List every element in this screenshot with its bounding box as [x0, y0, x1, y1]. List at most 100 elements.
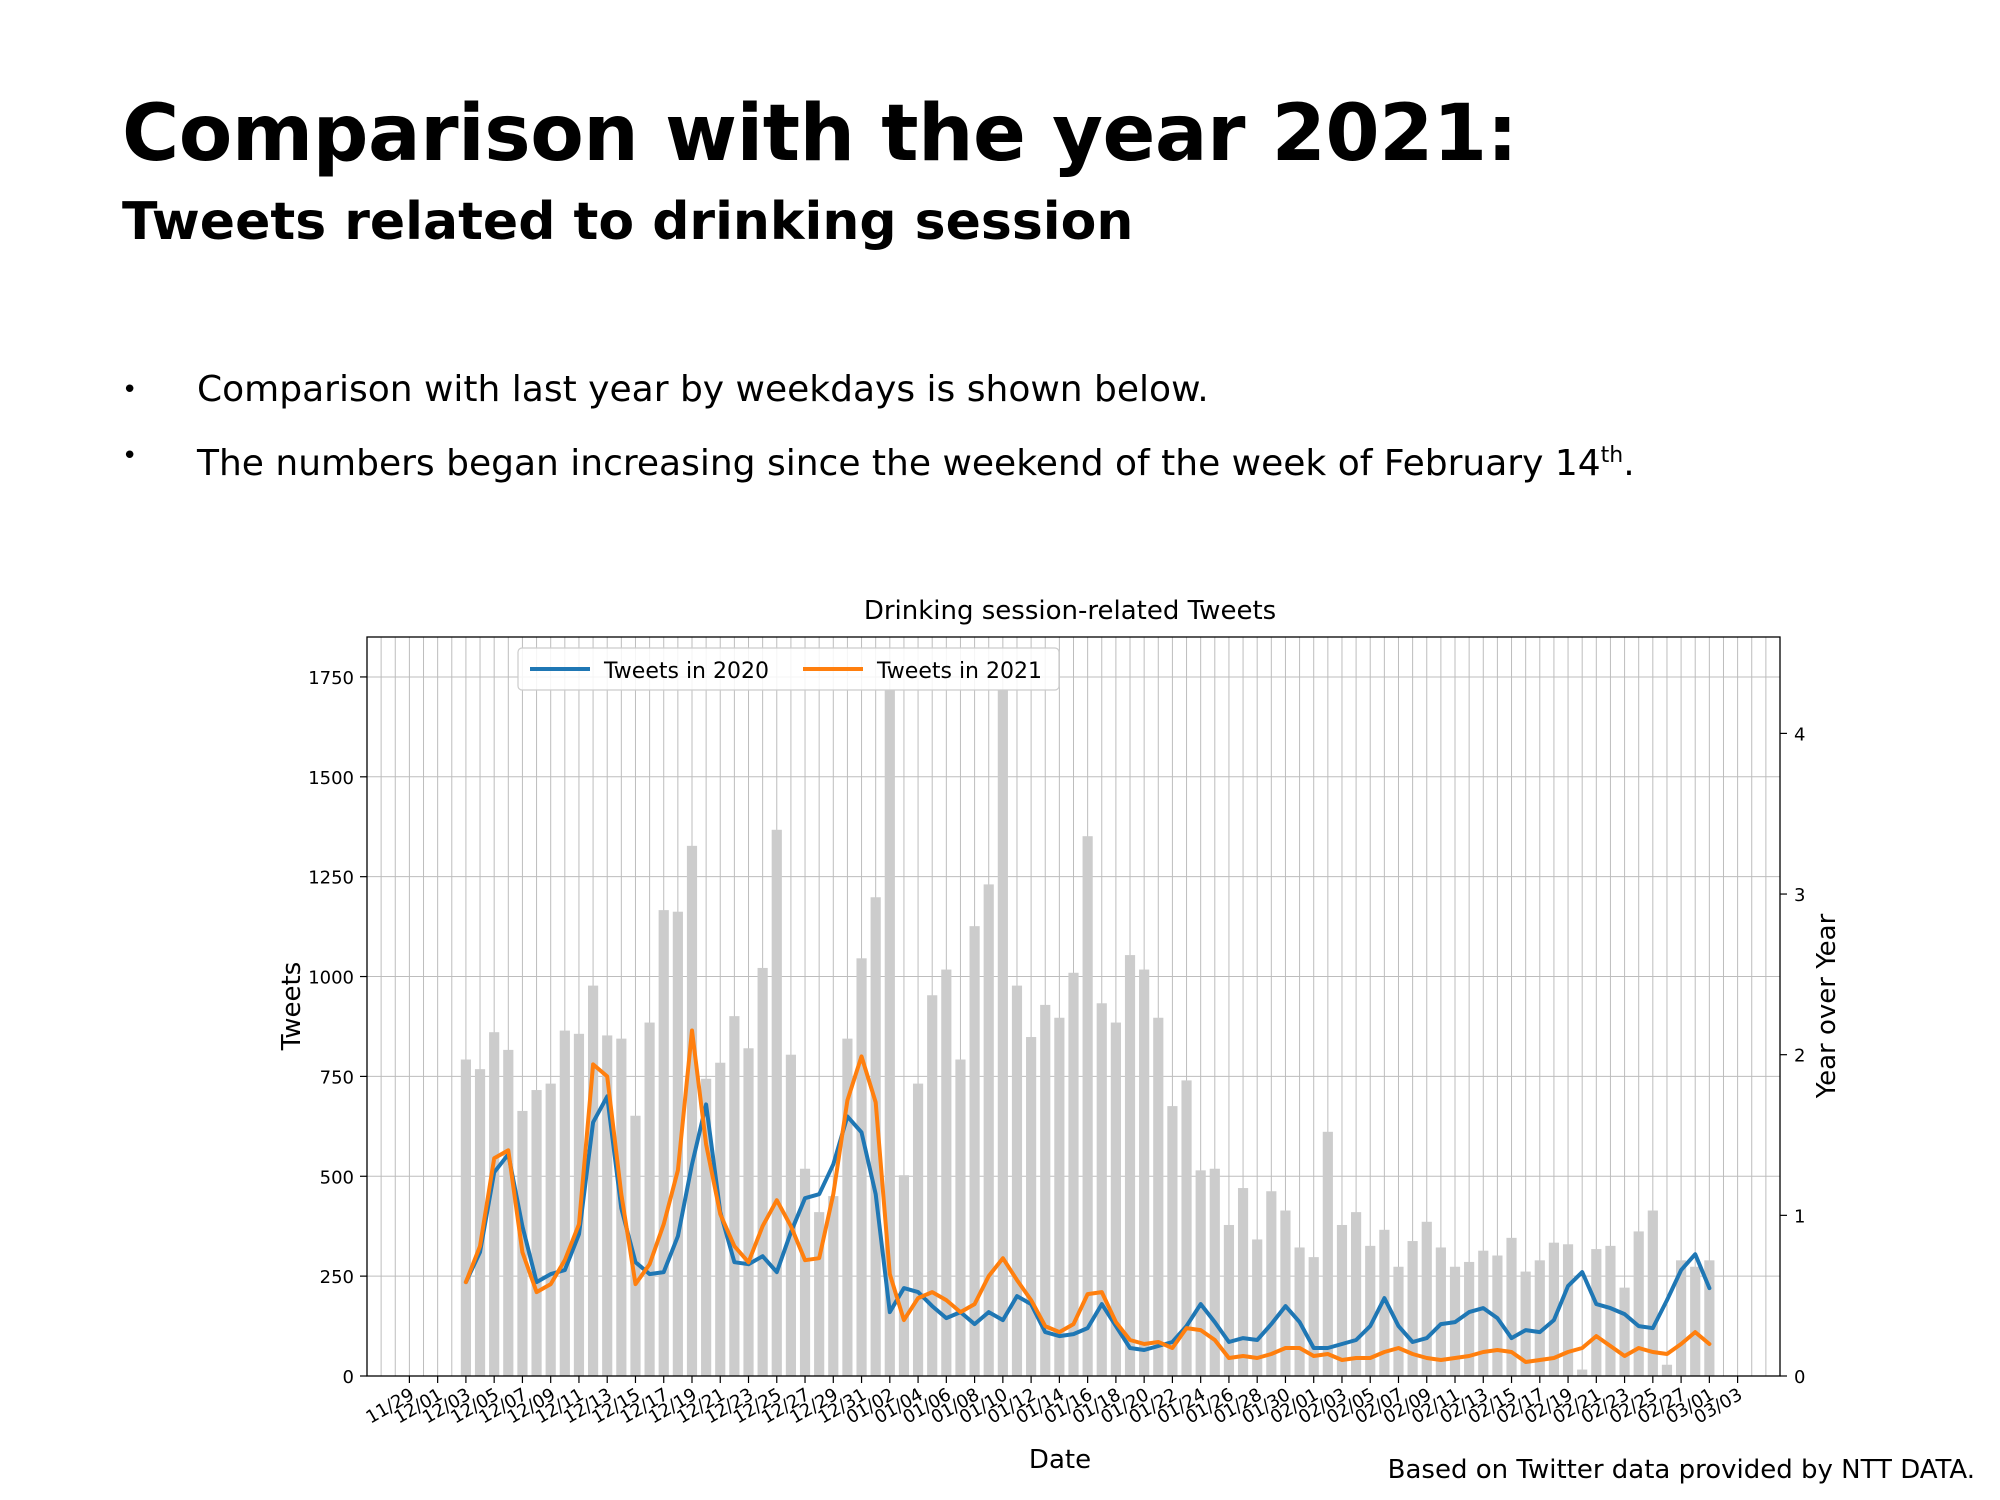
- plot-frame: [366, 636, 1781, 1377]
- yoy-bar: [1082, 836, 1093, 1376]
- yoy-bar: [1661, 1364, 1673, 1376]
- y2-axis-label: Year over Year: [1812, 913, 1842, 1099]
- yoy-bar: [1167, 1106, 1178, 1376]
- yoy-bar: [686, 845, 698, 1376]
- yoy-bar: [828, 1196, 839, 1376]
- bullet-list: • Comparison with last year by weekdays …: [122, 365, 1635, 497]
- yoy-bar: [1011, 985, 1023, 1376]
- yoy-bar: [870, 897, 881, 1376]
- y-tick-label: 250: [320, 1267, 354, 1288]
- slide-subtitle: Tweets related to drinking session: [122, 192, 1134, 252]
- legend-label-2020: Tweets in 2020: [603, 659, 769, 684]
- yoy-bar: [559, 1030, 570, 1376]
- bullet-dot-icon: •: [122, 375, 138, 405]
- bullet-superscript: th: [1600, 443, 1624, 468]
- yoy-bar: [1704, 1260, 1715, 1376]
- x-axis-label: Date: [1029, 1445, 1091, 1475]
- yoy-bar: [1562, 1244, 1574, 1376]
- yoy-bar: [771, 829, 782, 1376]
- yoy-bar: [1110, 1022, 1121, 1376]
- yoy-bar: [1322, 1131, 1333, 1376]
- yoy-bar: [1068, 972, 1079, 1376]
- yoy-bar: [785, 1054, 796, 1376]
- yoy-bar: [1435, 1247, 1446, 1376]
- yoy-bar: [531, 1090, 542, 1376]
- y-axis-label: Tweets: [277, 962, 307, 1052]
- series-lines: [463, 1028, 1712, 1364]
- yoy-bar: [814, 1212, 825, 1376]
- yoy-bar: [1407, 1241, 1418, 1376]
- yoy-bar: [1124, 955, 1136, 1376]
- yoy-bar: [955, 1059, 966, 1376]
- series-line-2021: [463, 1028, 1712, 1364]
- yoy-bar: [1351, 1212, 1362, 1376]
- yoy-bar: [1096, 1003, 1107, 1376]
- yoy-bar: [1153, 1017, 1164, 1376]
- y-axis-right: 0 1 2 3 4: [1780, 724, 1805, 1388]
- yoy-bar: [1591, 1249, 1602, 1376]
- yoy-bar: [969, 926, 980, 1376]
- legend-box: [517, 647, 1060, 691]
- bullet-dot-icon: •: [122, 441, 138, 471]
- yoy-bar: [1252, 1239, 1263, 1376]
- yoy-bar: [1308, 1257, 1319, 1376]
- yoy-bar: [1548, 1242, 1560, 1376]
- yoy-bar: [884, 690, 895, 1376]
- yoy-bar: [503, 1049, 514, 1376]
- yoy-bar: [927, 995, 938, 1376]
- yoy-bar: [856, 958, 867, 1376]
- yoy-bar: [1237, 1188, 1249, 1376]
- yoy-bar: [587, 985, 599, 1376]
- yoy-bar: [1605, 1245, 1616, 1376]
- chart-legend: Tweets in 2020 Tweets in 2021: [517, 647, 1060, 691]
- yoy-bar: [644, 1022, 655, 1376]
- yoy-bar: [1209, 1168, 1220, 1376]
- yoy-bar: [1690, 1266, 1701, 1376]
- yoy-bar: [1520, 1271, 1531, 1376]
- yoy-bar: [672, 911, 683, 1376]
- bullet-item: • Comparison with last year by weekdays …: [122, 365, 1635, 431]
- yoy-bar: [1393, 1266, 1404, 1376]
- slide-title: Comparison with the year 2021:: [122, 89, 1518, 179]
- y2-tick-label: 0: [1794, 1367, 1805, 1388]
- yoy-bar: [912, 1083, 924, 1376]
- yoy-bar: [1054, 1017, 1065, 1376]
- legend-label-2021: Tweets in 2021: [876, 659, 1042, 684]
- bullet-text: The numbers began increasing since the w…: [197, 443, 1601, 484]
- yoy-bar: [1676, 1260, 1687, 1376]
- yoy-bar: [545, 1083, 556, 1376]
- y-tick-label: 500: [320, 1167, 354, 1188]
- yoy-bar: [1336, 1224, 1348, 1376]
- yoy-bar: [1633, 1231, 1644, 1376]
- yoy-bars: [460, 690, 1715, 1376]
- y2-tick-label: 3: [1794, 885, 1805, 906]
- yoy-bar: [1577, 1369, 1588, 1376]
- yoy-bar: [1181, 1080, 1192, 1376]
- x-axis: 11/2912/0112/0312/0512/0712/0912/1112/13…: [362, 1376, 1746, 1428]
- yoy-bar: [1026, 1037, 1037, 1376]
- bullet-text-end: .: [1623, 443, 1635, 484]
- yoy-bar: [1365, 1245, 1376, 1376]
- y-tick-label: 1000: [308, 968, 354, 989]
- yoy-bar: [1619, 1287, 1630, 1376]
- yoy-bar: [701, 1078, 712, 1376]
- bullet-item: • The numbers began increasing since the…: [122, 431, 1635, 497]
- yoy-bar: [1294, 1247, 1305, 1376]
- yoy-bar: [1534, 1260, 1545, 1376]
- yoy-bar: [1478, 1250, 1489, 1376]
- yoy-bar: [1266, 1191, 1277, 1376]
- y-axis-left: 0 250 500 750 1000 1250 1500 1750: [308, 668, 367, 1388]
- yoy-bar: [997, 690, 1008, 1376]
- yoy-bar: [1040, 1004, 1051, 1376]
- yoy-bar: [1506, 1237, 1517, 1376]
- yoy-bar: [489, 1032, 500, 1376]
- yoy-bar: [1379, 1229, 1390, 1376]
- yoy-bar: [729, 1016, 740, 1376]
- yoy-bar: [983, 884, 994, 1376]
- yoy-bar: [842, 1038, 853, 1376]
- y-tick-label: 0: [343, 1367, 354, 1388]
- yoy-bar: [941, 969, 952, 1376]
- chart-title: Drinking session-related Tweets: [864, 596, 1276, 626]
- yoy-bar: [658, 910, 669, 1376]
